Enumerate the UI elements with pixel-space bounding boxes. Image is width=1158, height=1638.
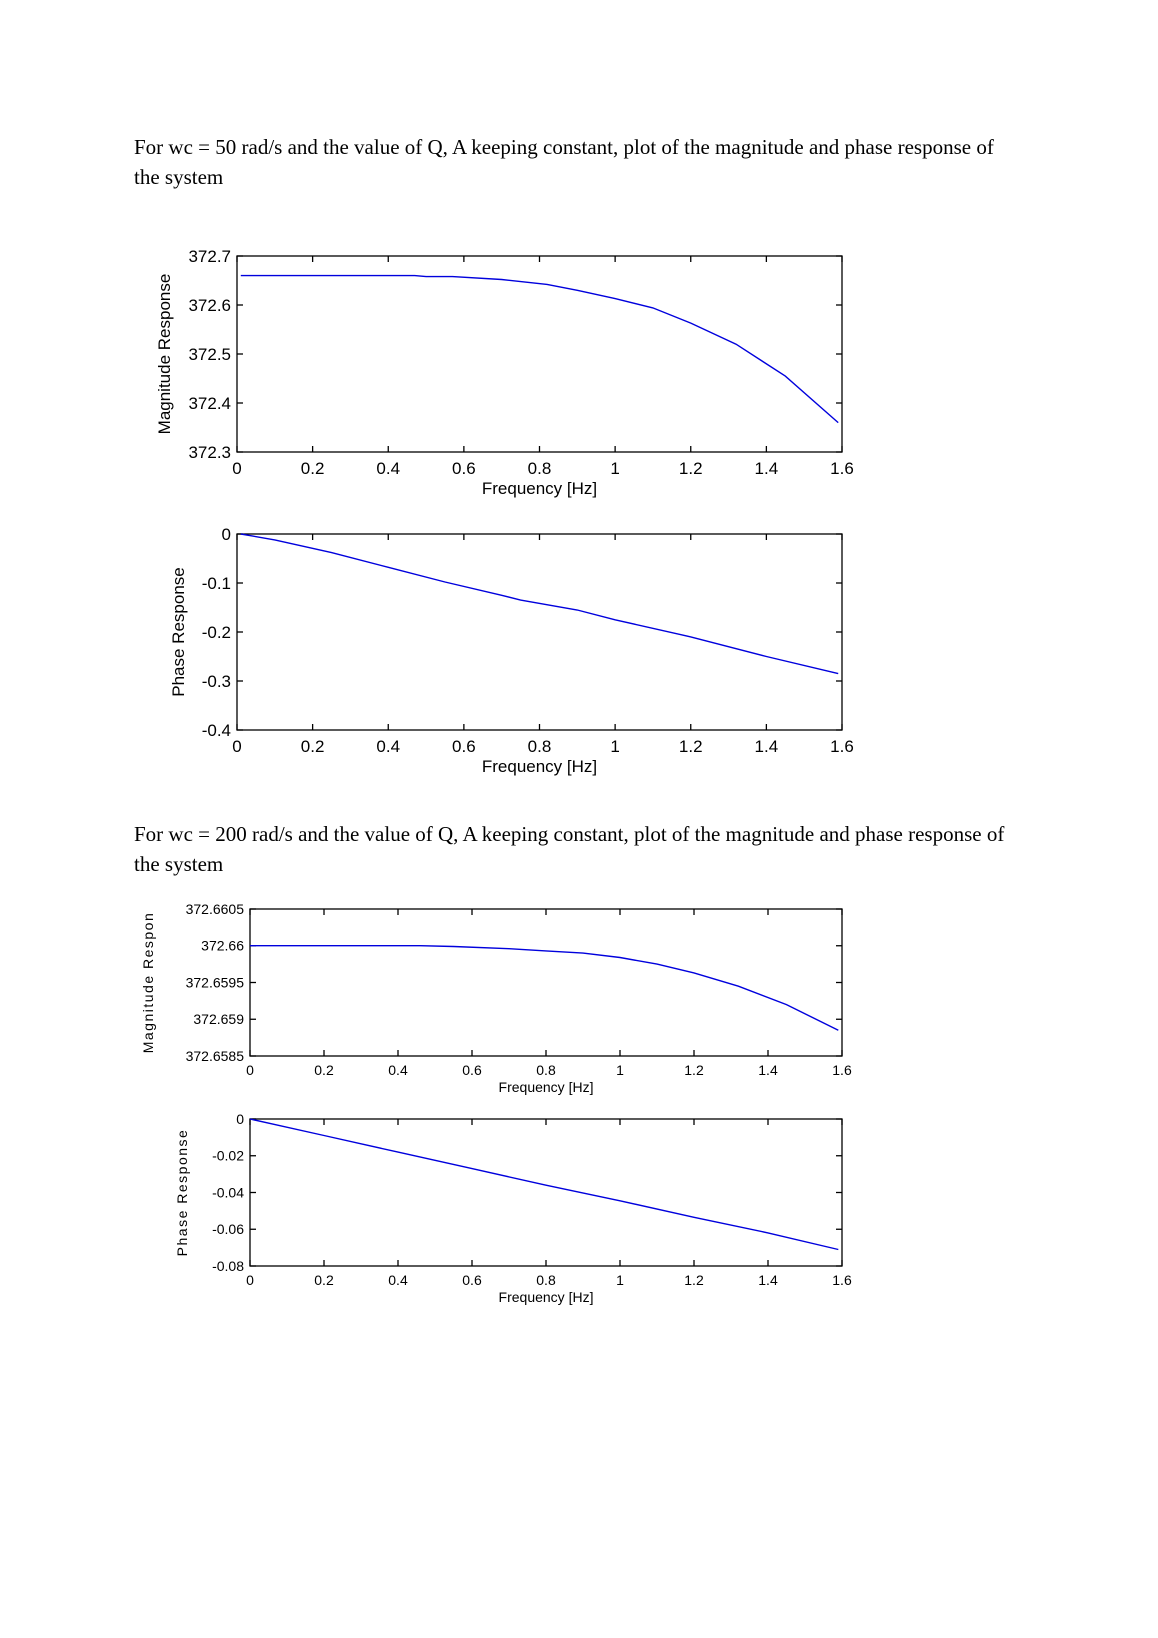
x-tick-label: 1.2 xyxy=(684,1272,704,1288)
phase-chart-wc50: 0 0.2 0.4 0.6 0.8 1 1.2 1.4 1.6 -0.4 -0.3 -0.2 -0.1 0… xyxy=(169,525,854,776)
x-tick-label: 0.6 xyxy=(462,1272,482,1288)
y-tick-label: 372.5 xyxy=(188,345,231,364)
x-tick-label: 1.2 xyxy=(679,459,703,478)
x-tick-label: 0.2 xyxy=(314,1062,334,1078)
x-tick-label: 1.6 xyxy=(832,1062,852,1078)
x-tick-label: 1.4 xyxy=(758,1062,778,1078)
y-tick-label: 372.6585 xyxy=(186,1048,245,1064)
paragraph-wc200: For wc = 200 rad/s and the value of Q, A… xyxy=(134,822,1005,876)
x-tick-label: 0 xyxy=(246,1062,254,1078)
x-tick-label: 1.2 xyxy=(684,1062,704,1078)
x-tick-label: 0.6 xyxy=(462,1062,482,1078)
x-tick-label: 0.8 xyxy=(536,1272,556,1288)
series-line xyxy=(240,533,839,675)
x-tick-label: 0.8 xyxy=(528,737,552,756)
x-tick-label: 0.6 xyxy=(452,737,476,756)
x-axis-label: Frequency [Hz] xyxy=(482,479,597,498)
y-tick-label: 372.3 xyxy=(188,443,231,462)
x-tick-label: 0.2 xyxy=(301,737,325,756)
x-axis-label: Frequency [Hz] xyxy=(482,757,597,776)
x-tick-label: 0.2 xyxy=(314,1272,334,1288)
y-tick-label: -0.08 xyxy=(212,1258,244,1274)
magnitude-chart-wc200: 0 0.2 0.4 0.6 0.8 1 1.2 1.4 1.6 372.6585 372.659 37… xyxy=(140,901,852,1095)
x-axis-label: Frequency [Hz] xyxy=(499,1079,594,1095)
plot-frame xyxy=(249,908,843,1057)
y-tick-label: -0.3 xyxy=(202,672,231,691)
x-tick-label: 1.4 xyxy=(758,1272,778,1288)
y-tick-label: -0.06 xyxy=(212,1221,244,1237)
y-tick-label: 372.66 xyxy=(201,938,244,954)
y-tick-label: -0.4 xyxy=(202,721,231,740)
y-tick-label: -0.04 xyxy=(212,1184,244,1200)
x-tick-label: 1.4 xyxy=(755,737,779,756)
x-tick-label: 1 xyxy=(616,1062,624,1078)
x-tick-label: 0.2 xyxy=(301,459,325,478)
x-tick-label: 1.6 xyxy=(832,1272,852,1288)
y-tick-label: -0.02 xyxy=(212,1148,244,1164)
x-tick-label: 0 xyxy=(246,1272,254,1288)
x-tick-label: 0.8 xyxy=(528,459,552,478)
x-tick-label: 0.4 xyxy=(376,459,400,478)
phase-chart-wc200: 0 0.2 0.4 0.6 0.8 1 1.2 1.4 1.6 -0.08 -0.06 -0.04 -0… xyxy=(174,1111,852,1305)
x-tick-label: 1 xyxy=(610,737,619,756)
x-tick-label: 0.4 xyxy=(388,1272,408,1288)
y-axis-label: Magnitude Response xyxy=(155,274,174,435)
plot-frame xyxy=(236,533,843,731)
y-tick-label: 372.4 xyxy=(188,394,231,413)
x-tick-label: 0 xyxy=(232,737,241,756)
series-line xyxy=(240,274,839,424)
y-axis-label: Phase Response xyxy=(174,1129,190,1257)
x-tick-label: 1.6 xyxy=(830,737,854,756)
magnitude-chart-wc50: 0 0.2 0.4 0.6 0.8 1 1.2 1.4 1.6 372.3 372.4 372.5 37… xyxy=(155,247,854,498)
y-tick-label: -0.1 xyxy=(202,574,231,593)
series-line xyxy=(250,945,839,1031)
x-tick-label: 0 xyxy=(232,459,241,478)
paragraph-wc50: For wc = 50 rad/s and the value of Q, A … xyxy=(134,135,994,189)
y-tick-label: 372.6 xyxy=(188,296,231,315)
x-tick-label: 0.4 xyxy=(376,737,400,756)
x-tick-label: 1 xyxy=(616,1272,624,1288)
x-tick-label: 0.8 xyxy=(536,1062,556,1078)
y-tick-label: 372.659 xyxy=(193,1011,244,1027)
y-tick-label: 372.6595 xyxy=(186,974,245,990)
x-tick-label: 1.4 xyxy=(755,459,779,478)
y-axis-label: Phase Response xyxy=(169,567,188,696)
x-tick-label: 1.2 xyxy=(679,737,703,756)
y-tick-label: 0 xyxy=(236,1111,244,1127)
y-tick-label: -0.2 xyxy=(202,623,231,642)
plot-frame xyxy=(249,1118,843,1267)
x-tick-label: 0.4 xyxy=(388,1062,408,1078)
y-axis-label: Magnitude Respon xyxy=(140,912,156,1054)
x-tick-label: 0.6 xyxy=(452,459,476,478)
series-line xyxy=(249,1118,839,1251)
y-tick-label: 372.7 xyxy=(188,247,231,266)
x-tick-label: 1 xyxy=(610,459,619,478)
y-tick-label: 372.6605 xyxy=(186,901,245,917)
x-axis-label: Frequency [Hz] xyxy=(499,1289,594,1305)
y-tick-label: 0 xyxy=(222,525,231,544)
x-tick-label: 1.6 xyxy=(830,459,854,478)
